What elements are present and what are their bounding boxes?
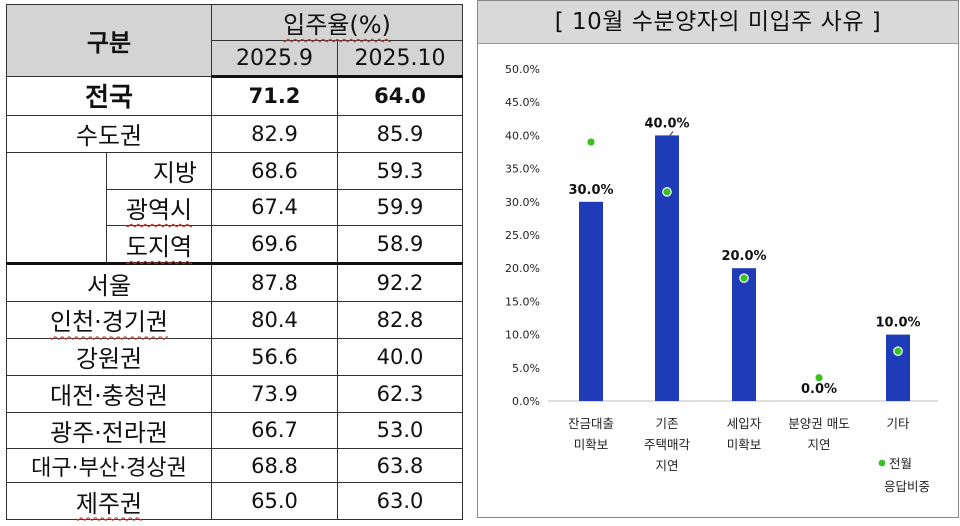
region-label: 강원권 <box>5 337 213 376</box>
rate-2025-9: 82.9 <box>211 114 339 153</box>
rate-2025-10: 82.8 <box>337 301 464 339</box>
category-label: 기존 <box>655 416 678 431</box>
legend-marker <box>878 459 886 467</box>
table-row: 서울 87.8 92.2 <box>5 263 464 303</box>
table-row: 대구·부산·경상권 68.8 63.8 <box>5 448 464 484</box>
y-tick-label: 50.0% <box>505 63 540 76</box>
table-row: 제주권 65.0 63.0 <box>5 482 464 520</box>
table-row: 지방 68.6 59.3 <box>6 151 464 190</box>
label-leader-line <box>669 131 674 136</box>
table-row: 수도권 82.9 85.9 <box>5 114 464 153</box>
region-label: 대구·부산·경상권 <box>5 448 213 484</box>
y-tick-label: 35.0% <box>505 163 540 176</box>
category-label: 분양권 매도 <box>788 416 849 431</box>
region-label: 광주·전라권 <box>5 411 213 450</box>
table-row: 대전·충청권 73.9 62.3 <box>5 374 464 413</box>
bar <box>732 268 756 401</box>
category-label: 주택매각 <box>644 437 691 452</box>
rate-2025-9: 73.9 <box>211 374 339 413</box>
category-label: 잔금대출 <box>568 416 614 431</box>
rate-2025-10: 92.2 <box>337 263 464 303</box>
data-label: 10.0% <box>875 316 920 331</box>
y-tick-label: 25.0% <box>505 229 540 242</box>
region-label: 대전·충청권 <box>5 374 213 413</box>
region-label: 지방 <box>105 151 213 190</box>
data-label: 0.0% <box>801 382 837 397</box>
category-label: 기타 <box>886 416 910 431</box>
rate-2025-9: 69.6 <box>211 225 339 266</box>
region-label: 인천·경기권 <box>5 301 213 339</box>
region-label: 도지역 <box>105 225 213 266</box>
category-label: 지연 <box>807 437 830 452</box>
rate-2025-10: 64.0 <box>337 76 464 116</box>
table-row: 도지역 69.6 58.9 <box>6 225 464 266</box>
header-gubun: 구분 <box>5 4 213 77</box>
table-row: 광주·전라권 66.7 53.0 <box>5 411 464 450</box>
rate-2025-10: 59.9 <box>337 188 464 227</box>
prev-month-marker <box>586 137 596 147</box>
chart-panel: [ 10월 수분양자의 미입주 사유 ] 50.0% 45.0% 40.0% 35.0… <box>477 0 959 518</box>
table-row: 전국 71.2 64.0 <box>5 76 464 116</box>
legend-label: 전월 <box>889 456 912 471</box>
occupancy-rate-table: 구분 입주율(%) 2025.9 2025.10 전국 71.2 64.0 수도… <box>5 4 464 520</box>
rate-2025-10: 63.0 <box>337 482 464 520</box>
rate-2025-10: 85.9 <box>337 114 464 153</box>
table-row: 강원권 56.6 40.0 <box>5 337 464 376</box>
region-label: 제주권 <box>5 482 213 520</box>
indent-cell <box>6 225 107 266</box>
bar <box>655 135 679 401</box>
y-tick-label: 40.0% <box>505 129 540 142</box>
rate-2025-9: 66.7 <box>211 411 339 450</box>
category-label: 미확보 <box>727 437 762 452</box>
chart-title: [ 10월 수분양자의 미입주 사유 ] <box>478 1 958 44</box>
y-tick-label: 20.0% <box>505 262 540 275</box>
rate-2025-9: 67.4 <box>211 188 339 227</box>
indent-cell <box>6 151 107 190</box>
indent-cell <box>6 189 107 226</box>
header-period-2: 2025.10 <box>337 40 464 78</box>
y-tick-label: 45.0% <box>505 96 540 109</box>
region-label: 수도권 <box>5 114 213 153</box>
table-row: 인천·경기권 80.4 82.8 <box>5 301 464 339</box>
header-occupancy-rate: 입주율(%) <box>211 4 464 41</box>
category-label: 세입자 <box>727 416 762 431</box>
rate-2025-10: 40.0 <box>337 337 464 376</box>
prev-month-marker <box>814 372 824 383</box>
rate-2025-9: 80.4 <box>211 301 339 339</box>
rate-2025-9: 65.0 <box>211 482 339 520</box>
rate-2025-10: 58.9 <box>337 225 464 266</box>
data-label: 20.0% <box>721 249 766 264</box>
bar <box>579 201 603 401</box>
y-tick-label: 15.0% <box>505 295 540 308</box>
rate-2025-9: 71.2 <box>211 76 339 116</box>
region-label: 전국 <box>5 76 213 116</box>
data-label: 30.0% <box>568 183 613 198</box>
bar-chart: 50.0% 45.0% 40.0% 35.0% 30.0% 25.0% 20.0% 15.0%… <box>505 63 938 494</box>
bar <box>886 334 910 401</box>
y-tick-label: 0.0% <box>512 395 540 408</box>
legend-label: 응답비중 <box>884 479 930 494</box>
prev-month-marker <box>739 273 749 283</box>
rate-2025-10: 62.3 <box>337 374 464 413</box>
rate-2025-10: 63.8 <box>337 448 464 484</box>
rate-2025-9: 68.6 <box>211 151 339 190</box>
rate-2025-9: 56.6 <box>211 337 339 376</box>
y-tick-label: 10.0% <box>505 329 540 342</box>
rate-2025-10: 53.0 <box>337 411 464 450</box>
rate-2025-9: 68.8 <box>211 448 339 484</box>
table-row: 광역시 67.4 59.9 <box>6 188 464 227</box>
data-label: 40.0% <box>644 116 689 131</box>
prev-month-marker <box>893 346 903 356</box>
header-period-1: 2025.9 <box>211 40 339 78</box>
y-tick-label: 30.0% <box>505 196 540 209</box>
y-tick-label: 5.0% <box>512 362 540 375</box>
region-label: 광역시 <box>105 188 213 227</box>
rate-2025-9: 87.8 <box>211 263 339 303</box>
prev-month-marker <box>662 187 672 197</box>
rate-2025-10: 59.3 <box>337 151 464 190</box>
region-label: 서울 <box>5 263 213 303</box>
category-label: 지연 <box>655 458 678 473</box>
category-label: 미확보 <box>574 437 609 452</box>
